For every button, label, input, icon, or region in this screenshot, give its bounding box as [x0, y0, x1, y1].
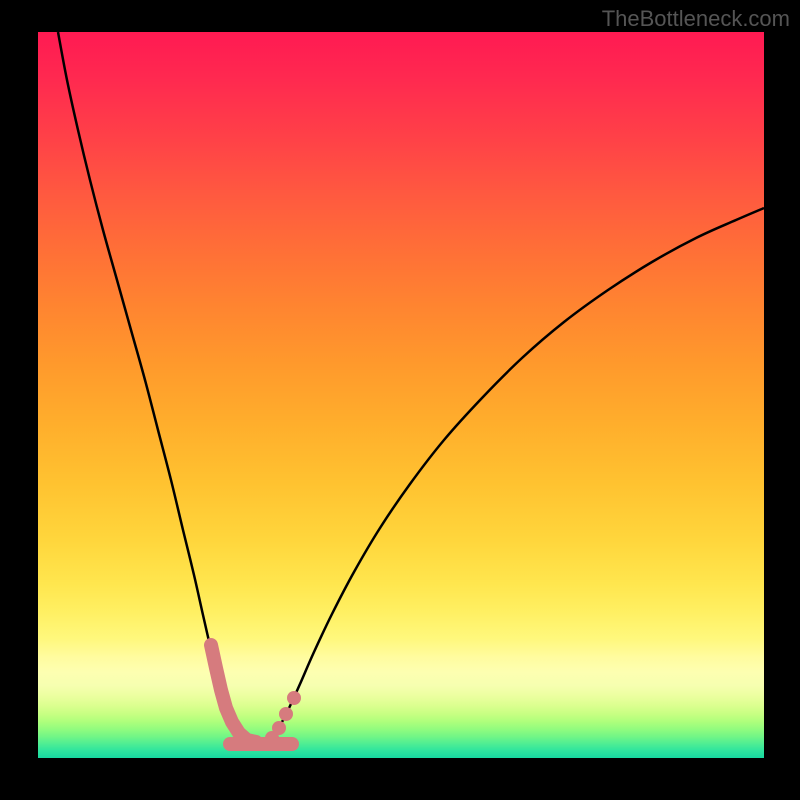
- watermark-text: TheBottleneck.com: [602, 6, 790, 32]
- marker-dot: [272, 721, 286, 735]
- chart-svg: [0, 0, 800, 800]
- chart-container: [0, 0, 800, 800]
- marker-dot: [287, 691, 301, 705]
- marker-dot: [279, 707, 293, 721]
- plot-background: [38, 32, 764, 758]
